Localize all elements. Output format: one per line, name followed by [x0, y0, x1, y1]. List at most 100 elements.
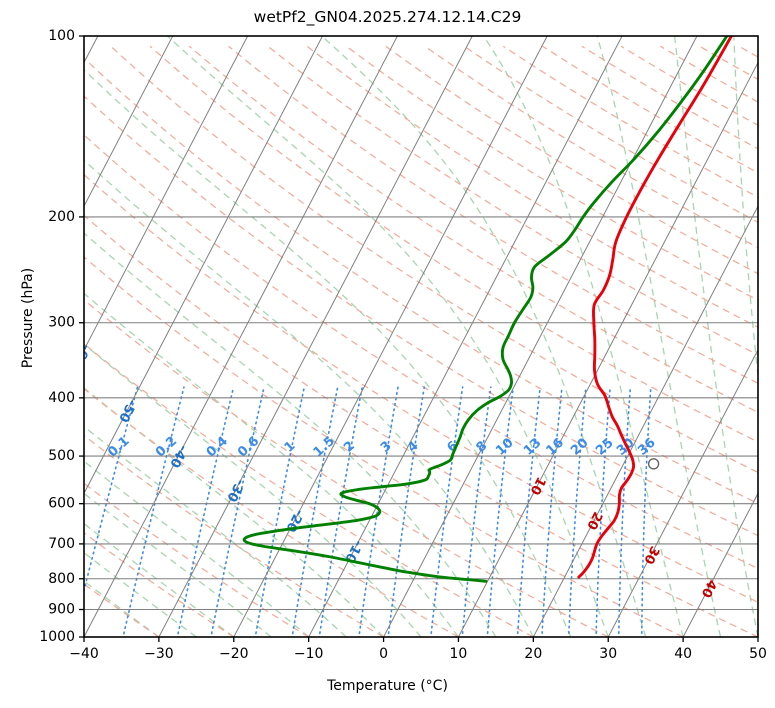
moist-adiabat-line	[84, 292, 459, 637]
isotherm-line	[457, 61, 758, 637]
dry-adiabat-line	[149, 45, 758, 443]
x-tick-label: −10	[294, 646, 324, 662]
mixing-ratio-line	[318, 386, 363, 637]
dewpoint-profile	[242, 36, 729, 583]
dry-adiabat-line	[84, 214, 758, 637]
dry-adiabat-line	[463, 45, 758, 223]
dry-adiabat-line	[542, 45, 758, 174]
isotherm-line	[84, 36, 249, 351]
y-tick-label: 800	[48, 571, 75, 587]
x-tick-label: 10	[450, 646, 468, 662]
dry-adiabat-line	[502, 45, 758, 198]
isotherm-label: 40	[698, 577, 720, 600]
moist-adiabat-line	[84, 425, 347, 637]
y-tick-label: 500	[48, 448, 75, 464]
isotherm-label: -80	[0, 222, 6, 250]
isotherm-label: -70	[25, 281, 49, 309]
sounding-profiles-group	[242, 36, 733, 583]
moist-adiabat-line	[84, 232, 497, 637]
mixing-ratio-line	[617, 386, 632, 637]
moist-adiabat-line	[84, 580, 160, 637]
isotherm-line	[383, 36, 698, 637]
x-tick-label: −20	[219, 646, 249, 662]
moist-adiabat-line	[733, 36, 758, 382]
isotherm-label: 10	[527, 474, 549, 497]
x-axis-label: Temperature (°C)	[327, 678, 448, 694]
moist-adiabat-line	[84, 68, 572, 637]
isotherm-line	[532, 205, 758, 637]
mixing-ratio-line	[84, 386, 139, 594]
moist-adiabat-line	[84, 492, 272, 637]
dry-adiabat-line	[84, 299, 609, 637]
dry-adiabat-line	[84, 342, 534, 637]
isotherm-label: 30	[640, 543, 662, 566]
moist-adiabats-group	[84, 36, 758, 637]
isotherm-line	[682, 492, 758, 637]
moist-adiabat-line	[321, 36, 647, 637]
dry-adiabat-line	[424, 45, 758, 249]
x-tick-label: 0	[379, 646, 388, 662]
temperature-profile	[577, 36, 733, 579]
moist-adiabat-line	[84, 387, 385, 637]
moist-adiabat-line	[673, 36, 758, 637]
mixing-ratio-line	[595, 386, 611, 637]
y-tick-label: 700	[48, 536, 75, 552]
isotherm-line	[158, 36, 473, 637]
y-tick-label: 400	[48, 390, 75, 406]
dry-adiabat-line	[84, 388, 459, 637]
x-tick-label: −40	[69, 646, 99, 662]
plot-frame-group	[83, 35, 759, 638]
isotherm-line	[0, 36, 23, 637]
mixing-ratio-line	[567, 386, 587, 637]
dry-adiabat-line	[385, 45, 758, 275]
isotherm-label: 20	[583, 509, 605, 532]
mixing-ratio-label: 4	[405, 438, 422, 455]
y-tick-label: 200	[48, 209, 75, 225]
dry-adiabats-group	[84, 45, 758, 637]
mixing-ratio-line	[176, 386, 235, 637]
dry-adiabat-line	[84, 256, 684, 637]
isotherm-line	[233, 36, 548, 637]
x-tick-label: −30	[144, 646, 174, 662]
mixing-ratio-line	[640, 386, 652, 637]
moist-adiabat-line	[166, 36, 609, 637]
isotherm-label: -50	[115, 397, 139, 425]
dry-adiabat-line	[84, 95, 758, 537]
y-tick-label: 100	[48, 28, 75, 44]
mixing-ratio-label: 1	[282, 438, 299, 455]
mixing-ratio-line	[210, 386, 265, 637]
mixing-ratio-label: 2	[341, 438, 358, 455]
mixing-ratio-label: 3	[378, 438, 395, 455]
y-tick-label: 300	[48, 315, 75, 331]
mixing-ratio-line	[461, 386, 492, 637]
isotherm-label: -60	[69, 342, 93, 370]
dry-adiabat-line	[84, 532, 235, 637]
moist-adiabat-line	[84, 159, 534, 637]
x-tick-label: 20	[524, 646, 542, 662]
page-title: wetPf2_GN04.2025.274.12.14.C29	[253, 8, 522, 26]
dry-adiabat-line	[345, 45, 758, 301]
mixing-ratio-line	[254, 386, 306, 637]
dry-adiabat-line	[84, 57, 758, 505]
mixing-ratio-line	[122, 386, 185, 637]
dry-adiabat-line	[267, 45, 758, 356]
lcl-marker-group	[647, 458, 660, 470]
x-tick-label: 50	[749, 646, 767, 662]
dry-adiabat-line	[84, 173, 758, 603]
mixing-ratio-label: 20	[568, 435, 591, 458]
mixing-ratio-line	[516, 386, 541, 637]
moist-adiabat-line	[483, 36, 684, 637]
x-tick-label: 40	[674, 646, 692, 662]
moist-adiabat-line	[596, 36, 722, 637]
dry-adiabat-line	[738, 45, 758, 58]
x-tick-label: 30	[599, 646, 617, 662]
moist-adiabat-line	[84, 460, 310, 637]
mixing-ratio-line	[430, 386, 464, 637]
y-tick-label: 1000	[39, 629, 75, 645]
isotherm-line	[607, 348, 758, 637]
mixing-ratio-line	[486, 386, 515, 637]
mixing-ratio-line	[358, 386, 399, 637]
